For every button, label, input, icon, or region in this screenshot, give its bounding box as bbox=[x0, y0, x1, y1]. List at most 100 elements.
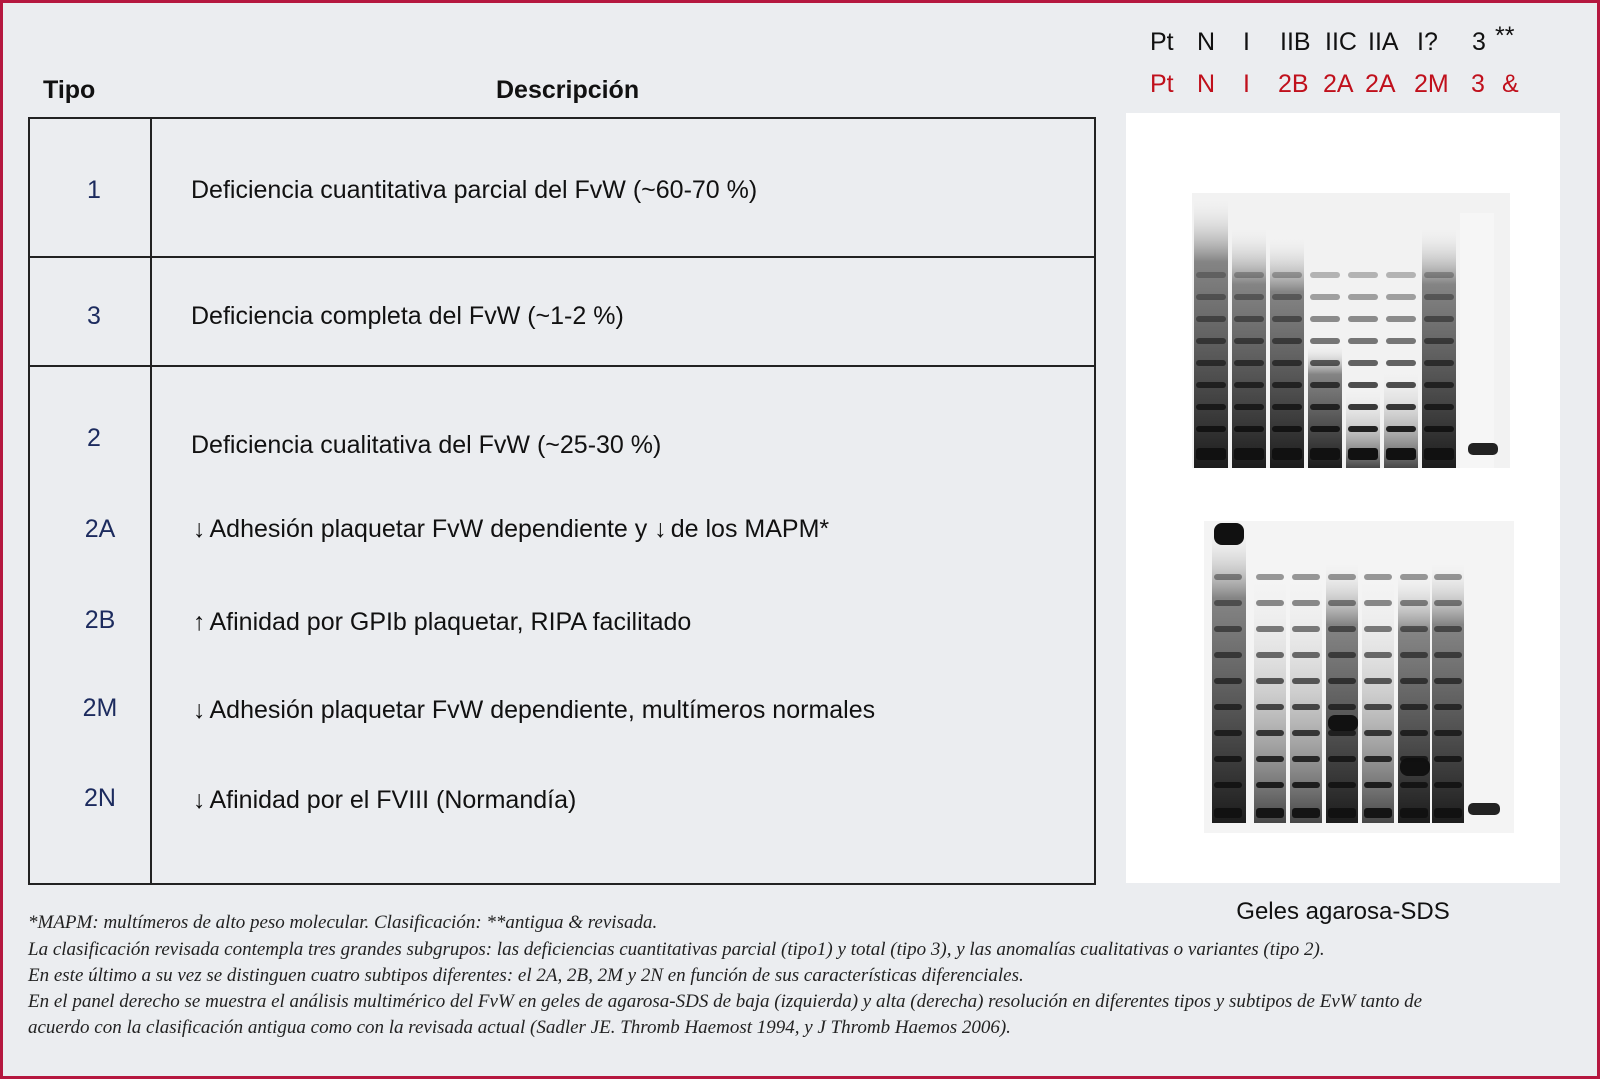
gel-band bbox=[1292, 652, 1320, 658]
gel-band bbox=[1328, 600, 1356, 606]
gel-band bbox=[1434, 626, 1462, 632]
gel-band bbox=[1424, 294, 1454, 300]
gel-band bbox=[1364, 678, 1392, 684]
lane-label: I? bbox=[1417, 28, 1438, 56]
gel-band bbox=[1214, 652, 1242, 658]
gel-band bbox=[1348, 338, 1378, 344]
gel-band bbox=[1364, 704, 1392, 710]
high-resolution-gel bbox=[1204, 521, 1514, 833]
tipo-cell: 2N bbox=[84, 784, 116, 812]
tipo-cell: 3 bbox=[87, 302, 101, 330]
gel-band bbox=[1234, 360, 1264, 366]
gel-band bbox=[1196, 404, 1226, 410]
gel-band bbox=[1256, 652, 1284, 658]
lane-label: 2B bbox=[1278, 70, 1309, 98]
gel-band bbox=[1214, 730, 1242, 736]
gel-band bbox=[1310, 294, 1340, 300]
lane-label: 2A bbox=[1323, 70, 1354, 98]
down-arrow-icon: ↓ bbox=[193, 515, 206, 543]
lane-labels-old: Pt N I IIB IIC IIA I? 3 ** bbox=[1120, 22, 1540, 62]
gel-band bbox=[1386, 316, 1416, 322]
lane-label: ** bbox=[1495, 22, 1515, 50]
lane-label: IIC bbox=[1325, 28, 1357, 56]
gel-band bbox=[1214, 678, 1242, 684]
gel-band bbox=[1328, 626, 1356, 632]
lane-label: 3 bbox=[1471, 70, 1485, 98]
gel-band bbox=[1292, 600, 1320, 606]
gel-band bbox=[1292, 574, 1320, 580]
gel-band bbox=[1364, 626, 1392, 632]
gel-band bbox=[1348, 382, 1378, 388]
down-arrow-icon: ↓ bbox=[193, 786, 206, 814]
gel-band bbox=[1424, 316, 1454, 322]
tipo-cell: 2A bbox=[84, 515, 116, 543]
gel-band bbox=[1256, 730, 1284, 736]
gel-band bbox=[1424, 426, 1454, 432]
desc-cell: Deficiencia cuantitativa parcial del FvW… bbox=[191, 176, 758, 204]
lane-label: 2A bbox=[1365, 70, 1396, 98]
gel-band bbox=[1256, 600, 1284, 606]
gel-band bbox=[1434, 756, 1462, 762]
gel-band bbox=[1310, 382, 1340, 388]
lane-label: 3 bbox=[1472, 28, 1486, 56]
gel-band bbox=[1434, 600, 1462, 606]
gel-band bbox=[1234, 294, 1264, 300]
desc-cell: ↓ Afinidad por el FVIII (Normandía) bbox=[193, 786, 577, 814]
gel-band bbox=[1256, 626, 1284, 632]
gel-band bbox=[1292, 730, 1320, 736]
gel-band bbox=[1434, 730, 1462, 736]
gel-band bbox=[1196, 272, 1226, 278]
gel-band bbox=[1348, 316, 1378, 322]
gel-band bbox=[1434, 808, 1462, 818]
gel-band bbox=[1256, 756, 1284, 762]
gel-band bbox=[1272, 448, 1302, 460]
footnote: *MAPM: multímeros de alto peso molecular… bbox=[28, 912, 658, 933]
gel-band bbox=[1234, 272, 1264, 278]
gel-band bbox=[1272, 404, 1302, 410]
gel-band bbox=[1328, 704, 1356, 710]
gel-band bbox=[1272, 272, 1302, 278]
gel-band bbox=[1364, 808, 1392, 818]
lane-label: N bbox=[1197, 28, 1216, 56]
gel-band bbox=[1196, 338, 1226, 344]
gel-band bbox=[1364, 574, 1392, 580]
gel-band bbox=[1328, 574, 1356, 580]
gel-band bbox=[1328, 808, 1356, 818]
gel-band bbox=[1364, 652, 1392, 658]
gel-band bbox=[1434, 652, 1462, 658]
lane-label: 2M bbox=[1414, 70, 1449, 98]
gel-band bbox=[1434, 704, 1462, 710]
gel-band bbox=[1214, 626, 1242, 632]
gel-band bbox=[1434, 678, 1462, 684]
gel-band bbox=[1400, 600, 1428, 606]
lane-labels-new: Pt N I 2B 2A 2A 2M 3 & bbox=[1120, 70, 1540, 104]
gel-band bbox=[1424, 360, 1454, 366]
gel-band bbox=[1214, 782, 1242, 788]
gel-band bbox=[1272, 294, 1302, 300]
down-arrow-icon: ↓ bbox=[193, 696, 206, 724]
header-tipo: Tipo bbox=[43, 76, 96, 104]
gel-band bbox=[1256, 782, 1284, 788]
gel-band bbox=[1424, 382, 1454, 388]
gel-band bbox=[1292, 678, 1320, 684]
gel-band bbox=[1272, 382, 1302, 388]
column-divider bbox=[150, 119, 152, 885]
gel-band bbox=[1348, 426, 1378, 432]
desc-cell: Deficiencia cualitativa del FvW (~25-30 … bbox=[191, 431, 662, 459]
gel-band bbox=[1310, 338, 1340, 344]
gel-band bbox=[1434, 574, 1462, 580]
gel-band bbox=[1234, 448, 1264, 460]
tipo-cell: 1 bbox=[87, 176, 101, 204]
gel-caption: Geles agarosa-SDS bbox=[1236, 898, 1450, 925]
lane-label: Pt bbox=[1150, 70, 1174, 98]
row-divider bbox=[30, 256, 1096, 258]
gel-band bbox=[1364, 730, 1392, 736]
gel-band bbox=[1424, 448, 1454, 460]
gel-band bbox=[1328, 782, 1356, 788]
gel-band bbox=[1256, 574, 1284, 580]
gel-band bbox=[1386, 426, 1416, 432]
gel-band bbox=[1348, 294, 1378, 300]
gel-band bbox=[1234, 338, 1264, 344]
desc-cell: Deficiencia completa del FvW (~1-2 %) bbox=[191, 302, 624, 330]
gel-band bbox=[1292, 626, 1320, 632]
